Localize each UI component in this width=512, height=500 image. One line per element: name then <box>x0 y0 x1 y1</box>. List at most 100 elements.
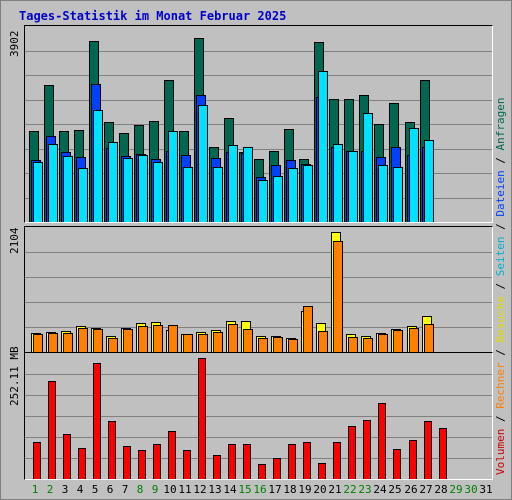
bar-seiten-day-12 <box>198 105 208 222</box>
bar-rechner-day-4 <box>78 328 88 352</box>
panel-max-label-volume: 252.11 MB <box>8 346 21 406</box>
bar-seiten-day-8 <box>138 155 148 222</box>
legend-separator: / <box>494 408 507 429</box>
bar-volumen-day-3 <box>63 434 71 479</box>
x-tick-day-30: 30 <box>464 483 478 496</box>
bar-seiten-day-24 <box>378 165 388 222</box>
bar-volumen-day-26 <box>409 440 417 479</box>
x-tick-day-13: 13 <box>208 483 222 496</box>
bar-rechner-day-2 <box>48 333 58 352</box>
x-tick-day-14: 14 <box>223 483 237 496</box>
x-tick-day-27: 27 <box>419 483 433 496</box>
bar-volumen-day-21 <box>333 442 341 479</box>
x-tick-day-24: 24 <box>373 483 387 496</box>
bar-rechner-day-22 <box>348 337 358 352</box>
bar-volumen-day-13 <box>213 455 221 479</box>
bar-rechner-day-6 <box>108 338 118 352</box>
bar-seiten-day-25 <box>393 167 403 222</box>
bar-seiten-day-10 <box>168 131 178 222</box>
x-tick-day-5: 5 <box>91 483 99 496</box>
bar-rechner-day-26 <box>409 328 419 352</box>
bar-volumen-day-12 <box>198 358 206 479</box>
bar-volumen-day-8 <box>138 450 146 479</box>
bar-seiten-day-1 <box>33 162 43 222</box>
bar-seiten-day-5 <box>93 110 103 222</box>
x-tick-day-4: 4 <box>76 483 84 496</box>
bar-rechner-day-25 <box>393 330 403 352</box>
x-tick-day-17: 17 <box>268 483 282 496</box>
bar-volumen-day-18 <box>288 444 296 479</box>
x-tick-day-21: 21 <box>328 483 342 496</box>
bar-seiten-day-14 <box>228 145 238 222</box>
bar-rechner-day-13 <box>213 332 223 352</box>
bar-volumen-day-15 <box>243 444 251 479</box>
x-tick-day-29: 29 <box>449 483 463 496</box>
bar-rechner-day-16 <box>258 338 268 352</box>
bar-rechner-day-24 <box>378 334 388 352</box>
chart-legend: Volumen / Rechner / Besuche / Seiten / D… <box>494 97 507 475</box>
x-tick-day-6: 6 <box>106 483 114 496</box>
x-tick-day-20: 20 <box>313 483 327 496</box>
x-tick-day-2: 2 <box>46 483 54 496</box>
bar-seiten-day-19 <box>303 165 313 222</box>
x-tick-day-3: 3 <box>61 483 69 496</box>
bar-seiten-day-2 <box>48 144 58 222</box>
bar-volumen-day-10 <box>168 431 176 479</box>
x-tick-day-16: 16 <box>253 483 267 496</box>
bar-volumen-day-20 <box>318 463 326 479</box>
legend-entry-seiten: Seiten <box>494 236 507 277</box>
bar-seiten-day-17 <box>273 176 283 222</box>
volume-panel <box>24 352 493 480</box>
bar-volumen-day-5 <box>93 363 101 479</box>
x-tick-day-25: 25 <box>388 483 402 496</box>
panel-plot-area <box>25 358 492 479</box>
x-tick-day-8: 8 <box>136 483 144 496</box>
legend-separator: / <box>494 216 507 237</box>
bar-rechner-day-23 <box>363 338 373 352</box>
bar-rechner-day-14 <box>228 324 238 352</box>
bar-seiten-day-4 <box>78 168 88 222</box>
x-axis-day-labels: 1 2 3 4 5 6 7 8 9 10 11 12 13 14 15 16 17 18 19 20 21 22 23 24 2… <box>1 483 511 499</box>
legend-separator: / <box>494 150 507 171</box>
bar-rechner-day-7 <box>123 329 133 352</box>
bar-rechner-day-11 <box>183 334 193 352</box>
bar-volumen-day-25 <box>393 449 401 479</box>
bar-seiten-day-13 <box>213 167 223 222</box>
bar-seiten-day-7 <box>123 158 133 222</box>
bar-rechner-day-9 <box>153 325 163 352</box>
bar-rechner-day-18 <box>288 339 298 352</box>
x-tick-day-9: 9 <box>151 483 159 496</box>
bar-seiten-day-16 <box>258 180 268 222</box>
x-tick-day-10: 10 <box>163 483 177 496</box>
bar-rechner-day-19 <box>303 306 313 352</box>
x-tick-day-1: 1 <box>31 483 39 496</box>
bar-seiten-day-11 <box>183 167 193 222</box>
bar-volumen-day-11 <box>183 450 191 479</box>
legend-entry-besuche: Besuche <box>494 296 507 343</box>
bar-rechner-day-10 <box>168 325 178 352</box>
bar-seiten-day-26 <box>409 128 419 222</box>
bar-seiten-day-18 <box>288 168 298 222</box>
x-tick-day-7: 7 <box>121 483 129 496</box>
bar-rechner-day-15 <box>243 329 253 352</box>
panel-max-label-hits: 3902 <box>8 30 21 58</box>
bar-seiten-day-20 <box>318 71 328 222</box>
legend-entry-rechner: Rechner <box>494 362 507 409</box>
bar-seiten-day-15 <box>243 147 253 222</box>
bar-rechner-day-17 <box>273 337 283 352</box>
x-tick-day-11: 11 <box>178 483 192 496</box>
bar-volumen-day-9 <box>153 444 161 479</box>
bar-volumen-day-4 <box>78 448 86 479</box>
legend-entry-anfragen: Anfragen <box>494 97 507 151</box>
legend-separator: / <box>494 276 507 297</box>
bar-volumen-day-28 <box>439 428 447 479</box>
x-tick-day-15: 15 <box>238 483 252 496</box>
x-tick-day-23: 23 <box>358 483 372 496</box>
visits-sites-panel <box>24 226 493 353</box>
x-tick-day-12: 12 <box>193 483 207 496</box>
bar-volumen-day-17 <box>273 458 281 479</box>
panel-plot-area <box>25 38 492 222</box>
bar-seiten-day-22 <box>348 151 358 222</box>
hits-files-pages-panel <box>24 25 493 223</box>
